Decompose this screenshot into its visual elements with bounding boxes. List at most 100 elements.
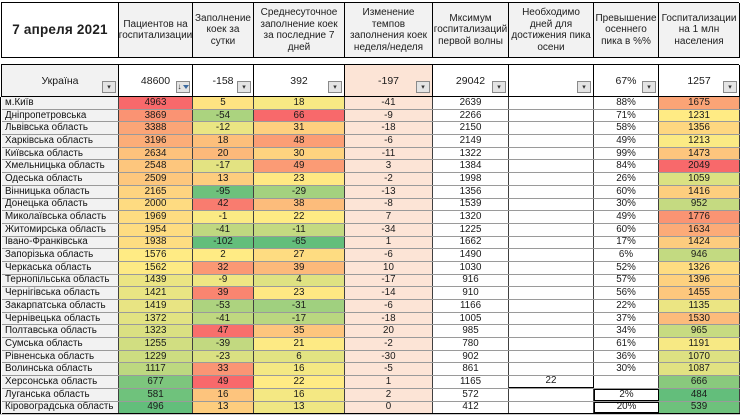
region-name: Чернівецька область xyxy=(2,312,119,325)
cell-change: 20 xyxy=(345,325,433,338)
cell-change: 1 xyxy=(345,376,433,388)
cell-wave1: 412 xyxy=(433,401,509,414)
cell-wave1: 2639 xyxy=(433,97,509,109)
cell-days xyxy=(509,338,594,350)
totals-value-excess: 67% xyxy=(615,74,637,87)
cell-change: -18 xyxy=(345,312,433,325)
cell-permln: 1231 xyxy=(659,109,740,122)
cell-days xyxy=(509,325,594,338)
totals-cell-permln: 1257 ▾ xyxy=(659,65,740,97)
filter-dropdown-button[interactable]: ▾ xyxy=(416,81,430,93)
region-name: Вінницька область xyxy=(2,185,119,198)
filter-dropdown-button[interactable]: ▾ xyxy=(102,81,116,93)
filter-dropdown-button[interactable]: ▾ xyxy=(577,81,591,93)
cell-wave1: 1356 xyxy=(433,185,509,198)
cell-change: -30 xyxy=(345,350,433,363)
totals-value-patients: 48600 xyxy=(140,74,171,87)
cell-change: -34 xyxy=(345,223,433,236)
filter-dropdown-button[interactable]: ▾ xyxy=(642,81,656,93)
cell-excess: 37% xyxy=(594,312,659,325)
cell-permln: 484 xyxy=(659,388,740,401)
cell-change: -6 xyxy=(345,300,433,312)
cell-avg7: -29 xyxy=(254,185,345,198)
cell-avg7: 38 xyxy=(254,198,345,211)
filter-dropdown-button[interactable]: ▾ xyxy=(723,81,737,93)
cell-wave1: 1166 xyxy=(433,300,509,312)
cell-avg7: 66 xyxy=(254,109,345,122)
cell-patients: 1117 xyxy=(119,363,193,376)
cell-avg7: 35 xyxy=(254,325,345,338)
cell-permln: 666 xyxy=(659,376,740,388)
cell-patients: 2548 xyxy=(119,160,193,173)
table-row: Тернопільська область 1439 -9 4 -17 916 57% 139… xyxy=(2,274,740,288)
cell-patients: 1938 xyxy=(119,236,193,249)
cell-daily: 13 xyxy=(193,401,254,414)
region-name: Полтавська область xyxy=(2,325,119,338)
cell-wave1: 2150 xyxy=(433,122,509,135)
cell-excess: 84% xyxy=(594,160,659,173)
cell-daily: 39 xyxy=(193,287,254,299)
cell-wave1: 1490 xyxy=(433,249,509,261)
region-name: Волинська область xyxy=(2,363,119,376)
cell-daily: -41 xyxy=(193,312,254,325)
cell-patients: 1229 xyxy=(119,350,193,363)
cell-avg7: -31 xyxy=(254,300,345,312)
cell-avg7: 16 xyxy=(254,363,345,376)
filter-dropdown-button[interactable]: ▾ xyxy=(492,81,506,93)
cell-permln: 1135 xyxy=(659,300,740,312)
table-row: Запорізька область 1576 2 27 -6 1490 6% 946 xyxy=(2,249,740,262)
cell-wave1: 1384 xyxy=(433,160,509,173)
cell-avg7: 4 xyxy=(254,274,345,287)
cell-excess: 30% xyxy=(594,363,659,376)
cell-wave1: 861 xyxy=(433,363,509,376)
cell-excess: 49% xyxy=(594,135,659,147)
cell-excess: 71% xyxy=(594,109,659,122)
cell-excess: 58% xyxy=(594,122,659,135)
totals-cell-days: ▾ xyxy=(509,65,594,97)
region-name: м.Київ xyxy=(2,97,119,109)
table-row: Черкаська область 1562 32 39 10 1030 52% 1326 xyxy=(2,261,740,275)
sort-filter-button[interactable]: ↓ xyxy=(176,81,190,93)
cell-days xyxy=(509,401,594,414)
cell-wave1: 572 xyxy=(433,388,509,401)
cell-daily: -9 xyxy=(193,274,254,287)
table-row: Херсонська область 677 49 22 1 1165 22 666 xyxy=(2,376,740,389)
cell-patients: 4963 xyxy=(119,97,193,109)
totals-value-wave1: 29042 xyxy=(455,74,486,87)
cell-days xyxy=(509,363,594,376)
cell-days xyxy=(509,160,594,173)
ukraine-totals-row: Україна ▾ 48600 ↓ -158 ▾ 392 ▾ -197 ▾ 29042 ▾ ▾ 67% ▾ 1… xyxy=(1,64,740,97)
filter-dropdown-button[interactable]: ▾ xyxy=(328,81,342,93)
table-row: Вінницька область 2165 -95 -29 -13 1356 60% 141… xyxy=(2,185,740,199)
filter-funnel-icon xyxy=(182,85,189,89)
cell-daily: -95 xyxy=(193,185,254,198)
cell-avg7: -11 xyxy=(254,223,345,236)
table-row: Житомирська область 1954 -41 -11 -34 1225 60% 1… xyxy=(2,223,740,237)
cell-daily: -41 xyxy=(193,223,254,236)
cell-change: -6 xyxy=(345,135,433,147)
region-name: Київська область xyxy=(2,147,119,160)
totals-cell-avg7: 392 ▾ xyxy=(254,65,345,97)
cell-excess: 36% xyxy=(594,350,659,363)
cell-daily: 33 xyxy=(193,363,254,376)
cell-permln: 1416 xyxy=(659,185,740,198)
sort-descending-icon: ↓ xyxy=(177,82,182,91)
filter-dropdown-button[interactable]: ▾ xyxy=(237,81,251,93)
cell-change: -2 xyxy=(345,338,433,350)
cell-avg7: 21 xyxy=(254,338,345,350)
cell-avg7: 48 xyxy=(254,135,345,147)
cell-change: -6 xyxy=(345,249,433,261)
cell-wave1: 1005 xyxy=(433,312,509,325)
cell-patients: 3196 xyxy=(119,135,193,147)
cell-daily: 47 xyxy=(193,325,254,338)
cell-patients: 1419 xyxy=(119,300,193,312)
cell-excess: 60% xyxy=(594,223,659,236)
region-name: Кіровоградська область xyxy=(2,401,119,414)
table-body: м.Київ 4963 5 18 -41 2639 88% 1675 Дніпропетровс… xyxy=(0,97,740,415)
cell-avg7: 22 xyxy=(254,376,345,388)
cell-excess: 56% xyxy=(594,287,659,299)
region-name: Донецька область xyxy=(2,198,119,211)
cell-avg7: 27 xyxy=(254,249,345,261)
cell-patients: 1372 xyxy=(119,312,193,325)
cell-excess: 17% xyxy=(594,236,659,249)
